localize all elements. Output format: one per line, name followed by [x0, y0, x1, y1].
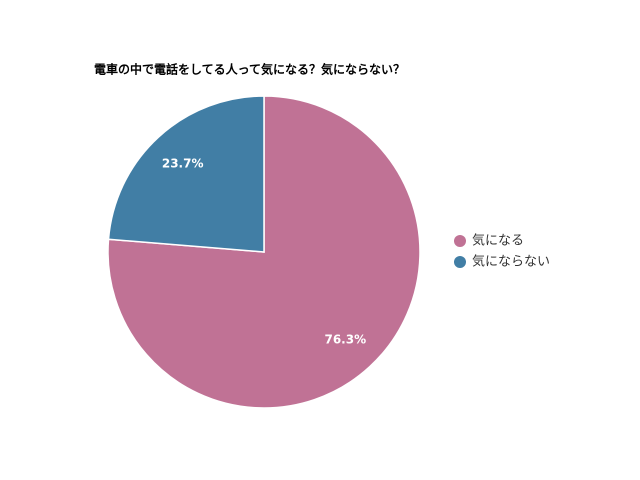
legend-label: 気になる: [472, 233, 524, 249]
legend-marker: [454, 256, 466, 268]
legend-marker: [454, 235, 466, 247]
pie-slice: [107, 95, 265, 253]
value-label: 23.7%: [162, 156, 204, 170]
value-label: 76.3%: [324, 333, 366, 347]
pie-slice: [107, 95, 421, 409]
chart-title: 電車の中で電話をしてる人って気になる？気にならない？: [94, 62, 405, 77]
legend-label: 気にならない: [472, 254, 550, 270]
